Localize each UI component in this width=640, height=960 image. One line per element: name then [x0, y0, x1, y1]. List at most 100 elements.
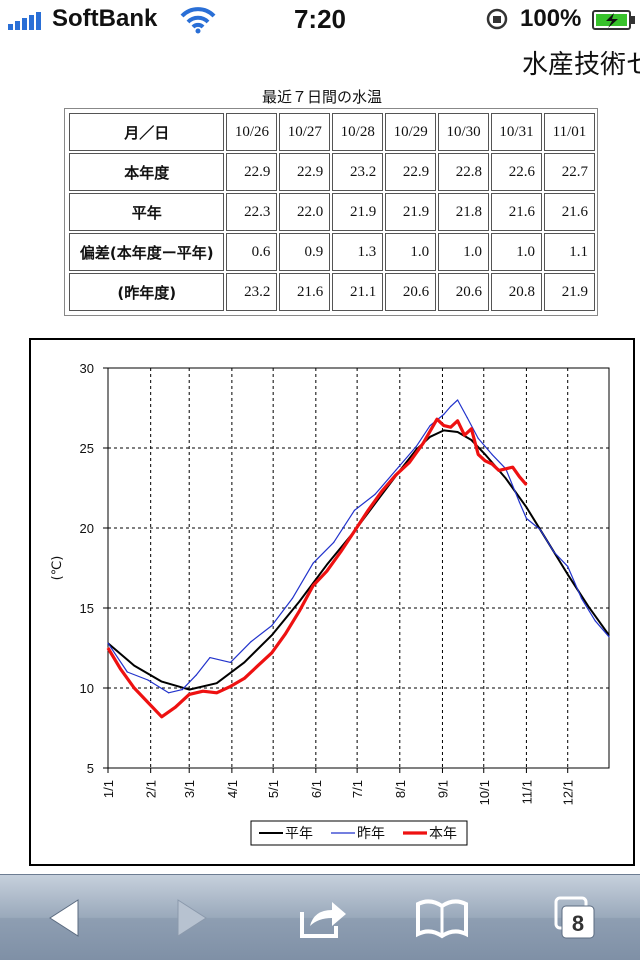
data-point [216, 682, 218, 684]
temp-cell: 22.9 [226, 153, 278, 191]
back-button[interactable] [36, 893, 92, 943]
x-tick-label: 4/1 [225, 780, 240, 798]
table-row: 偏差(本年度ー平年) 0.6 0.9 1.3 1.0 1.0 1.0 1.1 [69, 233, 595, 271]
temp-cell: 1.0 [491, 233, 542, 271]
x-tick-label: 6/1 [309, 780, 324, 798]
data-point [229, 661, 232, 663]
data-point [567, 565, 569, 567]
battery-percent: 100% [520, 5, 582, 32]
temp-cell: 0.9 [279, 233, 331, 271]
date-header: 10/30 [438, 113, 490, 151]
data-point [587, 605, 590, 607]
x-tick-label: 1/1 [101, 780, 116, 798]
data-point [147, 679, 149, 681]
legend-label: 昨年 [357, 826, 385, 842]
data-point [326, 570, 328, 572]
wifi-icon [180, 6, 216, 38]
header-label: 月／日 [69, 113, 225, 151]
data-point [353, 509, 355, 511]
temp-cell: 22.7 [543, 153, 595, 191]
x-tick-label: 9/1 [435, 780, 450, 798]
temp-cell: 21.9 [332, 193, 384, 231]
data-point [188, 689, 190, 691]
data-point [168, 692, 170, 694]
bookmarks-book-icon [416, 899, 468, 939]
date-header: 10/31 [491, 113, 542, 151]
temp-cell: 22.0 [279, 193, 331, 231]
table-header-row: 月／日 10/26 10/27 10/28 10/29 10/30 10/31 11/01 [69, 113, 595, 151]
y-axis-label: (℃) [50, 556, 65, 581]
data-point [381, 490, 383, 492]
data-point [443, 425, 445, 427]
temp-cell: 22.9 [279, 153, 331, 191]
share-button[interactable] [296, 893, 352, 943]
x-tick-label: 8/1 [393, 780, 408, 798]
data-point [450, 405, 452, 407]
data-point [525, 506, 527, 508]
tabs-pages-icon: 8 [554, 896, 595, 939]
data-point [491, 453, 493, 455]
data-point [443, 429, 445, 431]
data-point [285, 633, 287, 635]
temp-cell: 21.1 [332, 273, 384, 311]
data-point [395, 469, 397, 471]
data-point [326, 564, 328, 566]
data-point [457, 399, 459, 401]
site-title: 水産技術セ [522, 50, 640, 80]
battery-charging-icon [592, 9, 636, 35]
plot-area [107, 367, 610, 769]
temp-cell: 21.9 [543, 273, 595, 311]
data-point [298, 610, 300, 612]
data-point [216, 692, 218, 694]
data-point [126, 671, 128, 673]
data-point [608, 634, 610, 636]
data-point [161, 716, 163, 718]
data-point [107, 647, 109, 649]
data-point [333, 541, 335, 543]
temp-cell: 20.6 [385, 273, 437, 311]
data-point [470, 428, 472, 430]
temp-cell: 0.6 [226, 233, 278, 271]
data-point [195, 674, 197, 676]
temp-cell: 21.8 [438, 193, 490, 231]
temp-cell: 21.6 [543, 193, 595, 231]
data-point [291, 597, 293, 599]
data-point [133, 665, 135, 667]
date-header: 11/01 [543, 113, 595, 151]
forward-button[interactable] [164, 893, 220, 943]
bookmarks-button[interactable] [414, 893, 470, 943]
date-header: 10/26 [226, 113, 278, 151]
x-tick-label: 3/1 [182, 780, 197, 798]
table-caption: 最近７日間の水温 [262, 88, 383, 106]
tabs-button[interactable]: 8 [546, 893, 602, 943]
y-tick-label: 30 [80, 361, 94, 376]
data-point [429, 425, 431, 427]
data-point [209, 657, 211, 659]
data-point [505, 468, 507, 470]
x-tick-label: 12/1 [561, 780, 576, 805]
data-point [133, 687, 135, 689]
forward-arrow-icon [177, 899, 207, 937]
data-point [477, 437, 479, 439]
data-point [367, 509, 369, 511]
data-point [512, 466, 514, 468]
temp-cell: 20.8 [491, 273, 542, 311]
y-tick-label: 10 [80, 681, 94, 696]
data-point [443, 413, 445, 415]
y-tick-label: 20 [80, 521, 94, 536]
data-point [271, 634, 273, 636]
row-label: 平年 [69, 193, 225, 231]
status-bar: SoftBank 7:20 100% [0, 0, 640, 40]
data-point [484, 453, 486, 455]
data-point [422, 442, 424, 444]
date-header: 10/29 [385, 113, 437, 151]
data-point [298, 601, 300, 603]
data-point [450, 426, 452, 428]
data-point [539, 529, 541, 531]
data-point [257, 665, 259, 667]
temp-cell: 22.6 [491, 153, 542, 191]
temp-table: 月／日 10/26 10/27 10/28 10/29 10/30 10/31 11/01 本年… [67, 111, 597, 313]
signal-strength-icon [8, 10, 41, 30]
temp-cell: 1.0 [438, 233, 490, 271]
share-icon [300, 902, 346, 938]
